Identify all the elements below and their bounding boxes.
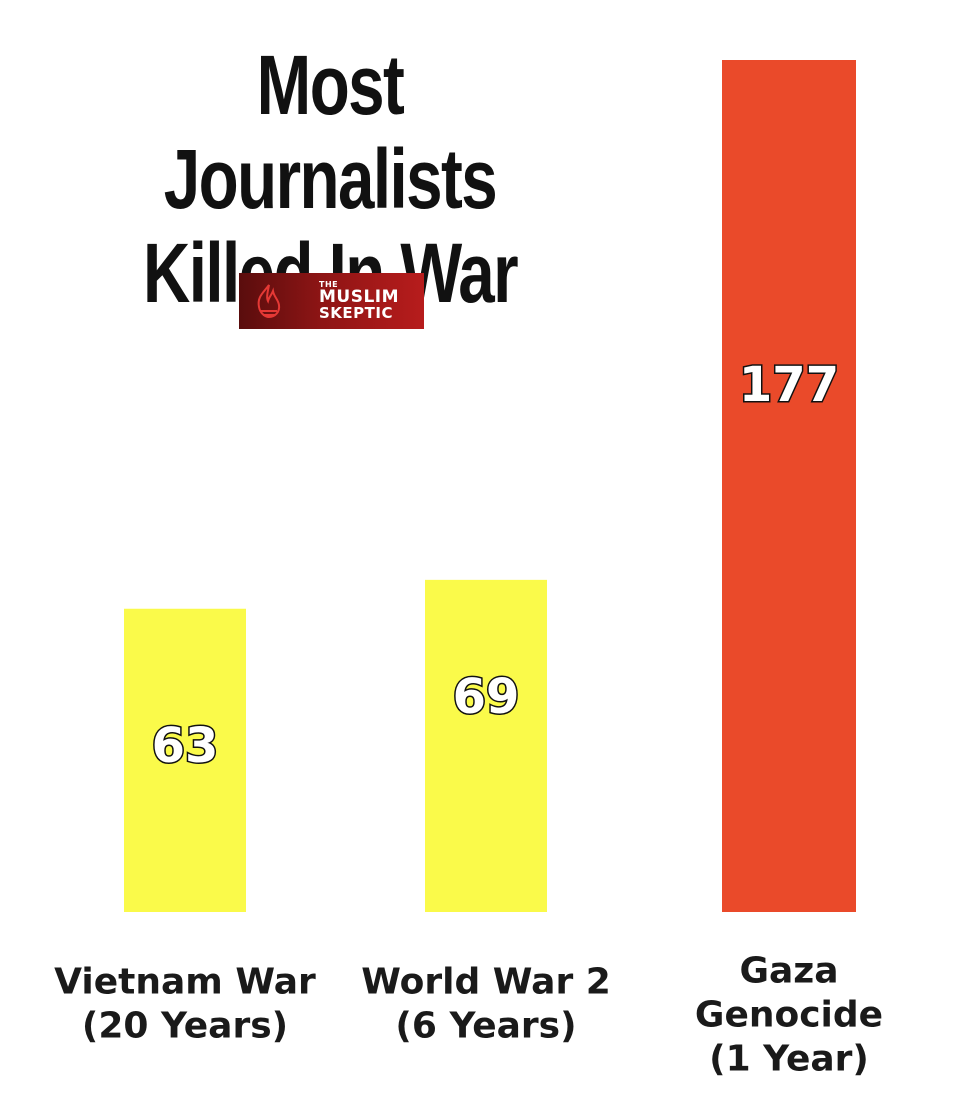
chart-title-line-1: Most Journalists [163, 38, 498, 226]
category-label-3-line-2: Genocide [695, 995, 883, 1036]
category-label-3-line-1: Gaza [739, 951, 838, 992]
logo-text-line-2: SKEPTIC [319, 304, 393, 322]
logo-text-the: THE [319, 280, 339, 289]
category-label-3-line-3: (1 Year) [709, 1039, 869, 1080]
value-labels-layer: 63 69 177 [150, 355, 841, 775]
category-label-2-line-2: (6 Years) [395, 1006, 576, 1047]
category-label-1-line-2: (20 Years) [82, 1006, 288, 1047]
logo-text-line-1: MUSLIM [319, 287, 400, 307]
chart-title: Most Journalists Killed In War [96, 38, 564, 320]
bar-2 [425, 579, 547, 912]
flame-logo-icon [247, 279, 291, 323]
category-label-2-line-1: World War 2 [361, 962, 611, 1003]
brand-logo: THE MUSLIM SKEPTIC [239, 273, 424, 329]
bar-value-label-2: 69 [453, 669, 520, 725]
logo-wordmark: THE MUSLIM SKEPTIC [319, 281, 399, 321]
bars-layer [124, 60, 856, 912]
bar-value-label-1: 63 [152, 718, 219, 774]
bar-value-label-3: 177 [739, 357, 839, 413]
bar-1 [124, 608, 246, 912]
category-label-1-line-1: Vietnam War [54, 962, 316, 1003]
category-labels-layer: Vietnam War(20 Years) World War 2(6 Years… [54, 951, 883, 1080]
bar-3 [722, 60, 856, 912]
